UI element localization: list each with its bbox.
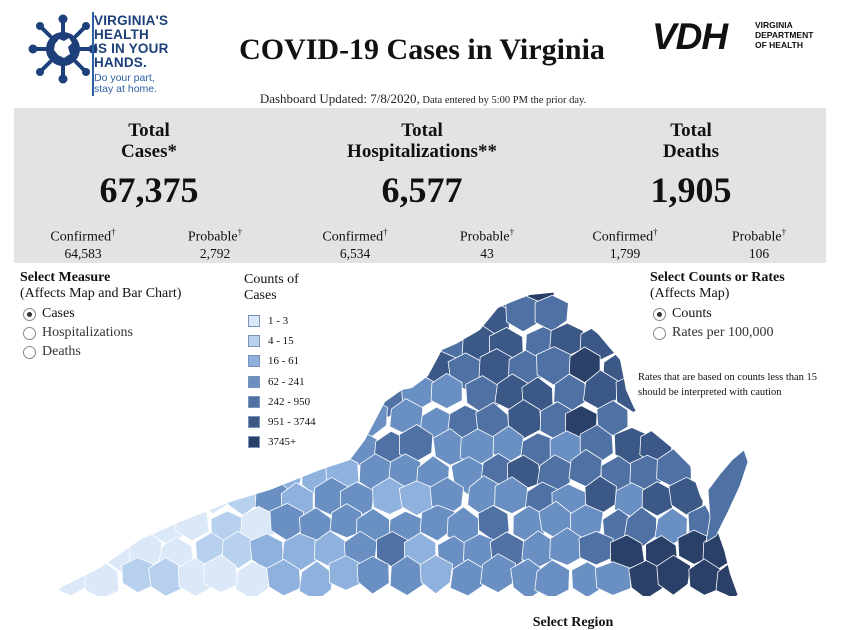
total-cases-value: 67,375 (99, 170, 199, 210)
counts-option-counts[interactable]: Counts (650, 305, 840, 323)
measure-option-deaths[interactable]: Deaths (20, 343, 230, 361)
virus-icon (28, 14, 98, 84)
legend-swatch (248, 395, 260, 408)
select-measure-control: Select Measure (Affects Map and Bar Char… (20, 270, 230, 361)
select-region-label: Select Region (532, 615, 614, 630)
legend-item: 3745+ (244, 432, 354, 452)
radio-unselected-icon[interactable] (23, 326, 36, 340)
total-deaths-label: Total Deaths (663, 120, 719, 162)
legend-label: 62 - 241 (268, 375, 305, 388)
deaths-confirmed: Confirmed† 1,799 (592, 227, 658, 261)
legend-swatch (248, 355, 260, 368)
select-counts-rates-control: Select Counts or Rates (Affects Map) Cou… (650, 270, 840, 342)
legend-swatch (248, 375, 260, 388)
county-shape[interactable] (568, 346, 601, 383)
legend-item: 951 - 3744 (244, 412, 354, 432)
county-shape[interactable] (596, 400, 629, 437)
county-shape[interactable] (356, 555, 390, 595)
logo-slogan: VIRGINIA'S HEALTH IS IN YOUR HANDS. Do y… (94, 14, 169, 95)
total-cases-label: Total Cases* (121, 120, 177, 162)
county-shape[interactable] (494, 476, 529, 515)
vdh-logo: VDH VIRGINIA DEPARTMENT OF HEALTH (652, 18, 832, 60)
cases-confirmed: Confirmed† 64,583 (50, 227, 116, 261)
radio-unselected-icon[interactable] (653, 326, 666, 340)
radio-selected-icon[interactable] (23, 307, 36, 321)
legend-label: 16 - 61 (268, 355, 300, 368)
legend-label: 242 - 950 (268, 395, 311, 408)
legend-label: 4 - 15 (268, 335, 294, 348)
county-shape[interactable] (266, 558, 302, 596)
logo-slogan-small: Do your part, stay at home. (94, 72, 158, 95)
county-shape[interactable] (197, 475, 229, 515)
map-legend: Counts of Cases 1 - 3 4 - 15 16 - 61 62 - 2… (244, 272, 354, 452)
total-deaths-value: 1,905 (650, 170, 732, 210)
legend-swatch (248, 315, 260, 328)
hospitalizations-confirmed: Confirmed† 6,534 (322, 227, 388, 261)
vdh-logo-mark: VDH (652, 16, 728, 57)
select-counts-title: Select Counts or Rates (650, 270, 785, 285)
select-measure-title: Select Measure (20, 270, 111, 285)
county-shape[interactable] (419, 504, 456, 542)
updated-main: Dashboard Updated: 7/8/2020, (259, 91, 420, 106)
radio-unselected-icon[interactable] (23, 345, 36, 359)
county-shape[interactable] (536, 346, 572, 386)
measure-option-hospitalizations[interactable]: Hospitalizations (20, 324, 230, 342)
page-title: COVID-19 Cases in Virginia (239, 33, 605, 66)
legend-label: 951 - 3744 (268, 416, 316, 429)
county-shape[interactable] (60, 560, 87, 596)
rates-caution-note: Rates that are based on counts less than… (638, 372, 818, 398)
county-shape[interactable] (656, 554, 691, 596)
legend-item: 16 - 61 (244, 351, 354, 371)
hospitalizations-probable: Probable† 43 (459, 227, 515, 261)
legend-item: 1 - 3 (244, 311, 354, 331)
county-shape[interactable] (419, 554, 454, 595)
county-shape[interactable] (594, 561, 631, 596)
select-counts-subtitle: (Affects Map) (650, 286, 730, 301)
updated-note: Data entered by 5:00 PM the prior day. (419, 95, 587, 106)
logo-divider (92, 12, 94, 96)
deaths-probable: Probable† 106 (731, 227, 787, 261)
measure-option-cases[interactable]: Cases (20, 305, 230, 323)
county-shape[interactable] (203, 554, 239, 593)
virginia-health-logo: VIRGINIA'S HEALTH IS IN YOUR HANDS. Do y… (28, 12, 178, 98)
select-measure-subtitle: (Affects Map and Bar Chart) (20, 286, 182, 301)
legend-item: 242 - 950 (244, 392, 354, 412)
county-shape[interactable] (329, 503, 365, 539)
legend-items: 1 - 3 4 - 15 16 - 61 62 - 241 242 - 950 951 -… (244, 311, 354, 452)
legend-label: 1 - 3 (268, 315, 289, 328)
total-cases-stat: Total Cases* 67,375 (24, 120, 274, 210)
county-shape[interactable] (356, 398, 388, 438)
logo-slogan-bold: VIRGINIA'S HEALTH IS IN YOUR HANDS. (94, 13, 169, 70)
legend-title: Counts of Cases (244, 272, 299, 303)
legend-swatch (248, 416, 260, 429)
county-shape[interactable] (480, 553, 516, 594)
county-shape[interactable] (578, 530, 614, 566)
dashboard-header: VIRGINIA'S HEALTH IS IN YOUR HANDS. Do y… (0, 0, 846, 108)
counts-option-rates[interactable]: Rates per 100,000 (650, 324, 840, 342)
updated-timestamp: Dashboard Updated: 7/8/2020, Data entere… (0, 91, 846, 107)
eastern-shore-county-shape[interactable] (705, 449, 749, 543)
county-shape[interactable] (430, 372, 463, 409)
legend-swatch (248, 436, 260, 449)
cases-probable: Probable† 2,792 (187, 227, 243, 261)
total-hospitalizations-value: 6,577 (381, 170, 463, 210)
county-shape[interactable] (688, 558, 722, 596)
legend-item: 4 - 15 (244, 331, 354, 351)
legend-item: 62 - 241 (244, 372, 354, 392)
total-hospitalizations-stat: Total Hospitalizations** 6,577 (297, 120, 547, 210)
total-deaths-stat: Total Deaths 1,905 (566, 120, 816, 210)
summary-panel: Total Cases* 67,375 Total Hospitalizatio… (14, 108, 826, 263)
total-hospitalizations-label: Total Hospitalizations** (347, 120, 497, 162)
vdh-logo-name: VIRGINIA DEPARTMENT OF HEALTH (755, 20, 814, 50)
county-shapes (60, 292, 738, 599)
radio-selected-icon[interactable] (653, 307, 666, 321)
legend-swatch (248, 335, 260, 348)
virginia-county-map[interactable] (60, 290, 750, 600)
legend-label: 3745+ (268, 436, 297, 449)
county-shape[interactable] (534, 559, 570, 599)
